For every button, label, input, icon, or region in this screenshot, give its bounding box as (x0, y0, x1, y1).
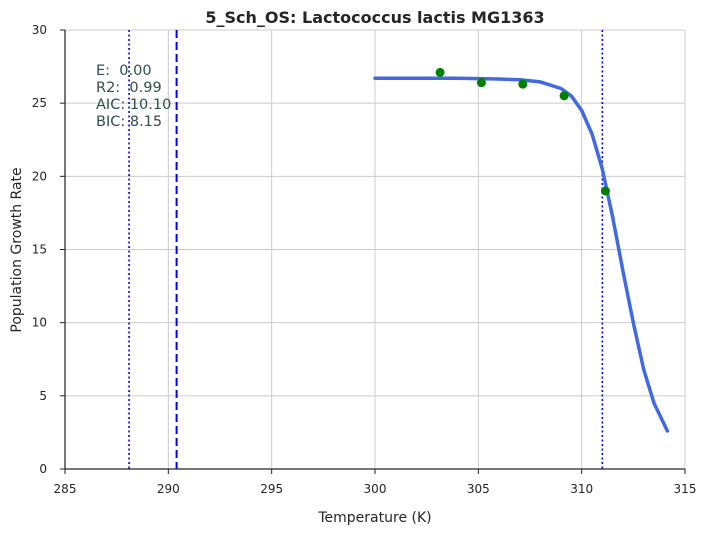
stats-line: R2: 0.99 (96, 80, 162, 96)
y-tick-label: 0 (39, 462, 47, 476)
x-tick-label: 305 (467, 482, 490, 496)
y-tick-label: 15 (32, 243, 47, 257)
fit-curve-line (373, 76, 670, 433)
y-tick-label: 20 (32, 169, 47, 183)
axes: 285 290 295 300 305 310 315 0 5 10 15 20 25 30 (32, 23, 697, 496)
fit-curve-layer (373, 76, 670, 433)
y-tick-label: 30 (32, 23, 47, 37)
data-point (600, 186, 610, 196)
x-tick-label: 300 (364, 482, 387, 496)
stats-line: AIC: 10.10 (96, 97, 171, 113)
y-tick-label: 5 (39, 389, 47, 403)
y-tick-label: 10 (32, 316, 47, 330)
data-point (518, 79, 528, 89)
stats-line: E: 0.00 (96, 63, 152, 79)
y-tick-label: 25 (32, 96, 47, 110)
y-axis-label: Population Growth Rate (9, 167, 25, 332)
data-points (435, 67, 610, 196)
x-axis-label: Temperature (K) (317, 510, 431, 526)
data-point (559, 91, 569, 101)
x-tick-label: 285 (54, 482, 77, 496)
grid (64, 29, 686, 470)
x-tick-label: 310 (570, 482, 593, 496)
x-tick-label: 290 (157, 482, 180, 496)
chart-title: 5_Sch_OS: Lactococcus lactis MG1363 (205, 8, 544, 27)
data-point (476, 78, 486, 88)
x-tick-label: 315 (674, 482, 697, 496)
stats-line: BIC: 8.15 (96, 114, 162, 130)
reference-lines (128, 30, 604, 469)
data-point (435, 67, 445, 77)
x-tick-label: 295 (260, 482, 283, 496)
